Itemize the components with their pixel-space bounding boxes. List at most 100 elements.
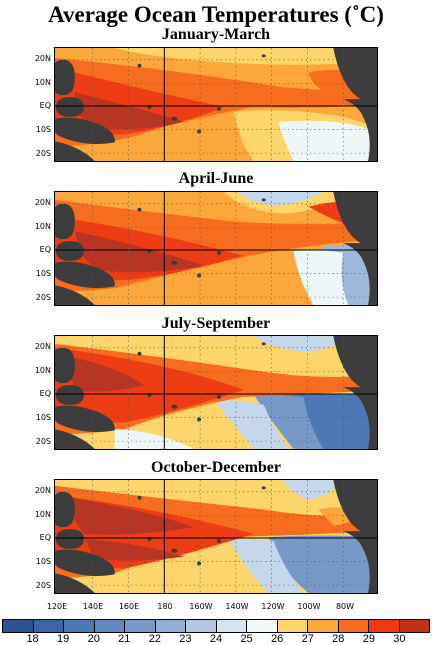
lat-label: 20N — [34, 54, 51, 63]
map-panel-apr-jun — [54, 191, 378, 306]
lat-label: 10N — [34, 222, 51, 231]
land-mass — [261, 54, 266, 58]
colorbar-swatch — [216, 620, 247, 632]
colorbar-label: 20 — [87, 633, 100, 645]
land-mass — [55, 261, 115, 289]
lat-label: EQ — [39, 533, 51, 542]
temperature-contour — [253, 336, 354, 352]
land-mass — [171, 404, 178, 409]
land-mass — [197, 417, 202, 422]
colorbar-swatch — [369, 620, 400, 632]
colorbar-label: 23 — [179, 633, 192, 645]
lat-label: 20N — [34, 486, 51, 495]
land-mass — [171, 116, 178, 121]
land-mass — [55, 203, 75, 240]
colorbar-label: 19 — [57, 633, 70, 645]
land-mass — [197, 273, 202, 278]
lon-label: 180 — [157, 602, 173, 611]
colorbar-swatch — [125, 620, 156, 632]
colorbar-swatch — [277, 620, 308, 632]
land-mass — [55, 529, 84, 549]
land-mass — [216, 394, 221, 399]
lon-label: 160E — [118, 602, 140, 611]
lat-label: 10N — [34, 510, 51, 519]
temperature-contour — [114, 429, 195, 449]
land-mass — [197, 561, 202, 566]
land-mass — [333, 192, 377, 249]
lon-label: 160W — [189, 602, 213, 611]
land-mass — [343, 531, 377, 593]
temperature-contour — [214, 399, 289, 449]
panel-title-apr-jun: April-June — [178, 170, 254, 187]
land-mass — [137, 63, 142, 68]
land-mass — [137, 207, 142, 212]
land-mass — [197, 129, 202, 134]
lat-label: 20S — [35, 581, 51, 590]
land-mass — [333, 48, 377, 105]
colorbar-swatch — [33, 620, 64, 632]
temperature-contour — [278, 120, 377, 161]
colorbar-label: 25 — [240, 633, 253, 645]
colorbar — [2, 619, 430, 633]
lon-label: 120E — [46, 602, 68, 611]
colorbar-label: 21 — [118, 633, 131, 645]
map-panel-jul-sep — [54, 335, 378, 450]
land-mass — [171, 548, 178, 553]
land-mass — [333, 336, 377, 393]
land-mass — [55, 141, 95, 161]
lat-label: 20N — [34, 198, 51, 207]
land-mass — [261, 198, 266, 202]
land-mass — [55, 117, 115, 145]
lon-label: 140E — [82, 602, 104, 611]
colorbar-swatch — [308, 620, 339, 632]
temperature-contour — [228, 538, 304, 593]
colorbar-swatch — [399, 620, 429, 632]
land-mass — [343, 243, 377, 305]
sst-map — [55, 336, 377, 449]
land-mass — [55, 405, 115, 433]
land-mass — [55, 59, 75, 96]
colorbar-swatch — [155, 620, 186, 632]
land-mass — [261, 486, 266, 490]
temperature-contour — [84, 538, 185, 561]
colorbar-swatch — [94, 620, 125, 632]
land-mass — [216, 250, 221, 255]
lat-label: 10S — [35, 557, 51, 566]
lat-label: EQ — [39, 389, 51, 398]
colorbar-swatch — [3, 620, 34, 632]
land-mass — [55, 97, 84, 117]
temperature-contour — [283, 480, 344, 500]
lat-label: 10S — [35, 413, 51, 422]
panel-title-oct-dec: October-December — [151, 459, 281, 476]
land-mass — [216, 538, 221, 543]
colorbar-swatch — [247, 620, 278, 632]
colorbar-label: 22 — [148, 633, 161, 645]
lat-label: 10N — [34, 366, 51, 375]
map-title: Average Ocean Temperatures (˚C) — [48, 2, 384, 27]
colorbar-swatch — [186, 620, 217, 632]
map-panel-oct-dec — [54, 479, 378, 594]
lat-label: 20S — [35, 437, 51, 446]
land-mass — [343, 99, 377, 161]
sst-map — [55, 48, 377, 161]
land-mass — [55, 385, 84, 405]
colorbar-swatch — [338, 620, 369, 632]
sst-map — [55, 480, 377, 593]
temperature-contour — [74, 92, 185, 130]
land-mass — [55, 573, 95, 593]
land-mass — [171, 260, 178, 265]
lat-label: 20S — [35, 293, 51, 302]
land-mass — [55, 549, 115, 577]
colorbar-label: 27 — [301, 633, 314, 645]
land-mass — [216, 106, 221, 111]
lat-label: EQ — [39, 245, 51, 254]
lon-label: 100W — [297, 602, 321, 611]
lon-label: 140W — [225, 602, 249, 611]
temperature-contour — [253, 394, 324, 449]
temperature-contour — [268, 535, 377, 593]
land-mass — [55, 347, 75, 384]
colorbar-swatch — [64, 620, 95, 632]
land-mass — [137, 351, 142, 356]
temperature-contour — [69, 497, 195, 535]
temperature-contour — [238, 192, 324, 206]
